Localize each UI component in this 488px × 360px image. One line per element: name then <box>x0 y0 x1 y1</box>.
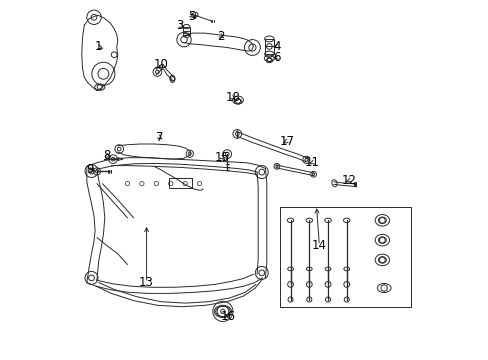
Text: 7: 7 <box>156 131 163 144</box>
Text: 14: 14 <box>311 239 326 252</box>
Text: 4: 4 <box>273 40 280 53</box>
Text: 1: 1 <box>95 40 102 53</box>
Text: 18: 18 <box>225 91 240 104</box>
Text: 9: 9 <box>86 163 94 176</box>
Text: 12: 12 <box>341 174 356 187</box>
Text: 6: 6 <box>273 51 280 64</box>
Text: 11: 11 <box>304 156 319 169</box>
Text: 16: 16 <box>221 310 235 323</box>
Text: 10: 10 <box>153 58 168 71</box>
Text: 3: 3 <box>176 19 183 32</box>
Bar <box>279 207 410 307</box>
Text: 15: 15 <box>214 151 229 164</box>
Text: 13: 13 <box>139 276 154 289</box>
Text: 5: 5 <box>188 10 196 23</box>
Text: 17: 17 <box>279 135 294 148</box>
Text: 2: 2 <box>217 30 224 42</box>
Text: 8: 8 <box>103 149 110 162</box>
